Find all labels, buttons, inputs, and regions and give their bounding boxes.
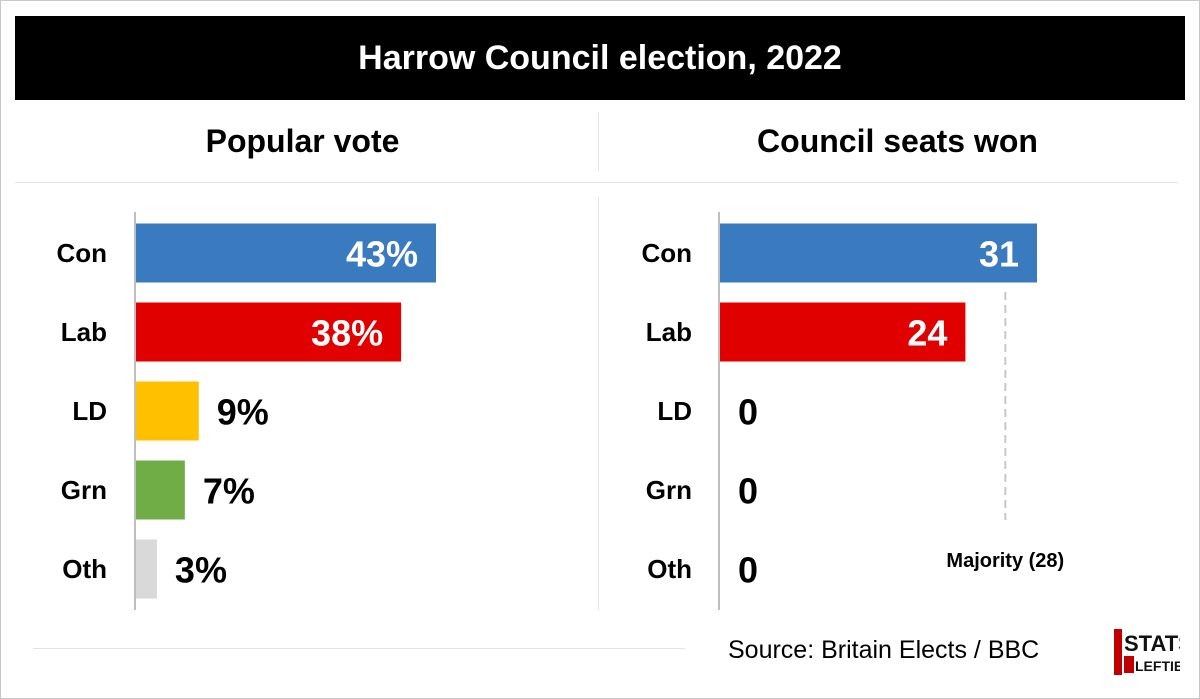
majority-label: Majority (28) [946,550,1064,572]
value-label-grn: 7% [203,471,255,512]
bar-ld [136,381,199,441]
bar-con [720,223,1037,283]
value-label-ld: 9% [217,392,269,433]
bar-lab [720,302,966,362]
header-column-divider [598,113,599,171]
value-label-con: 31 [979,234,1019,275]
category-label-con: Con [56,238,107,268]
category-label-grn: Grn [61,475,107,505]
value-label-ld: 0 [738,392,758,433]
bar-con [136,223,436,283]
category-label-lab: Lab [61,317,107,347]
council-seats-chart: Con 31 Lab 24 LD 0 Grn 0 Oth 0 Majority (28) [641,212,1064,610]
panel-title-popular-vote: Popular vote [205,122,400,159]
category-label-lab: Lab [646,317,692,347]
logo-text-stats: STATS [1124,631,1180,656]
value-label-lab: 38% [311,313,383,354]
source-note: Source: Britain Elects / BBC [728,636,1040,664]
value-label-grn: 0 [738,471,758,512]
value-label-oth: 0 [738,550,758,591]
value-label-oth: 3% [175,550,227,591]
panel-title-council-seats: Council seats won [757,122,1038,159]
value-label-con: 43% [346,234,418,275]
logo-text-lefties: LEFTIES [1135,658,1180,674]
bar-oth [136,539,157,599]
header-divider [15,182,1178,183]
category-label-oth: Oth [62,554,107,584]
value-label-lab: 24 [907,313,947,354]
category-label-ld: LD [657,396,692,426]
popular-vote-chart: Con 43% Lab 38% LD 9% Grn 7% Oth 3% [56,212,436,610]
category-label-oth: Oth [647,554,692,584]
panel-column-divider [598,197,599,610]
chart-title: Harrow Council election, 2022 [15,16,1185,100]
stats-for-lefties-logo: STATS LEFTIES [1114,629,1193,675]
footer-divider [33,648,685,649]
category-label-grn: Grn [646,475,692,505]
bar-grn [136,460,185,520]
category-label-con: Con [641,238,692,268]
category-label-ld: LD [72,396,107,426]
bar-lab [136,302,402,362]
